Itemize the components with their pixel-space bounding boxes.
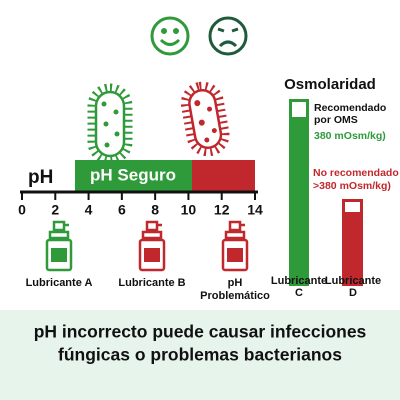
safe-zone-label: pH Seguro <box>90 165 176 184</box>
happy-face <box>150 16 190 56</box>
osm-product-label: Lubricante <box>325 275 381 287</box>
bar-d-top <box>345 202 360 212</box>
tick-label: 12 <box>214 202 230 218</box>
bar-d <box>342 199 363 286</box>
tick-label: 8 <box>151 202 159 218</box>
safe-zone <box>75 160 192 192</box>
not-recommended-label: >380 mOsm/kg) <box>313 180 391 192</box>
bar-c <box>289 99 309 286</box>
bottle-a <box>45 220 73 272</box>
recommended-label: por OMS <box>314 114 358 126</box>
ph-ticks: 0 2 4 6 8 10 12 14 <box>18 192 263 218</box>
footer-band <box>0 310 400 400</box>
tick-label: 0 <box>18 202 26 218</box>
footer-line: fúngicas o problemas bacterianos <box>58 345 342 365</box>
osm-product-label: D <box>349 287 357 299</box>
recommended-label: Recomendado <box>314 102 386 114</box>
good-bacteria <box>87 83 133 165</box>
tick-label: 14 <box>247 202 263 218</box>
bottle-b <box>138 220 166 272</box>
bottle-c <box>221 220 249 272</box>
product-label: Lubricante B <box>118 277 185 289</box>
tick-label: 4 <box>85 202 93 218</box>
product-label: Lubricante A <box>26 277 93 289</box>
recommended-value: 380 mOsm/kg) <box>314 130 386 142</box>
osm-product-label: Lubricante <box>271 275 327 287</box>
osmolarity-title: Osmolaridad <box>284 76 376 93</box>
product-label: pH <box>228 277 243 289</box>
tick-label: 2 <box>51 202 59 218</box>
osm-product-label: C <box>295 287 303 299</box>
tick-label: 6 <box>118 202 126 218</box>
unsafe-zone <box>192 160 255 192</box>
tick-label: 10 <box>181 202 197 218</box>
sad-face <box>208 16 248 56</box>
footer-line: pH incorrecto puede causar infecciones <box>34 322 367 342</box>
bad-bacteria <box>180 81 230 157</box>
product-label: Problemático <box>200 290 270 302</box>
ph-label: pH <box>28 167 53 188</box>
bar-c-top <box>292 102 306 117</box>
not-recommended-label: No recomendado <box>313 167 399 179</box>
